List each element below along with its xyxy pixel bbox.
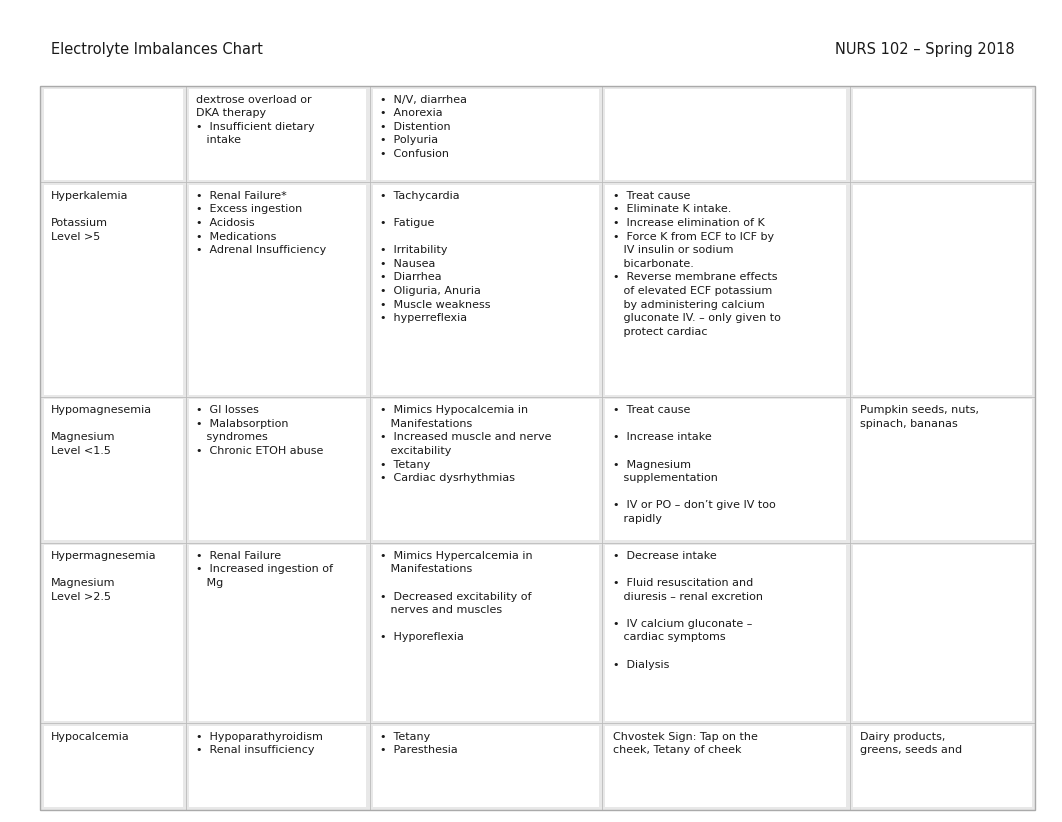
Bar	[189, 399, 366, 540]
Bar	[853, 399, 1032, 540]
Bar	[40, 86, 1035, 810]
Bar	[44, 545, 183, 721]
Text: •  Renal Failure*
•  Excess ingestion
•  Acidosis
•  Medications
•  Adrenal Insu: • Renal Failure* • Excess ingestion • Ac…	[196, 191, 327, 255]
Bar	[853, 185, 1032, 395]
Text: dextrose overload or
DKA therapy
•  Insufficient dietary
   intake: dextrose overload or DKA therapy • Insuf…	[196, 95, 315, 145]
Bar	[373, 726, 599, 807]
Text: •  Tetany
•  Paresthesia: • Tetany • Paresthesia	[380, 732, 458, 755]
Text: •  Treat cause

•  Increase intake

•  Magnesium
   supplementation

•  IV or PO: • Treat cause • Increase intake • Magnes…	[613, 405, 775, 524]
Bar	[40, 86, 1035, 810]
Bar	[373, 545, 599, 721]
Bar	[44, 185, 183, 395]
Text: Chvostek Sign: Tap on the
cheek, Tetany of cheek: Chvostek Sign: Tap on the cheek, Tetany …	[613, 732, 757, 755]
Bar	[605, 726, 846, 807]
Bar	[44, 89, 183, 180]
Bar	[189, 89, 366, 180]
Text: Hypocalcemia: Hypocalcemia	[51, 732, 130, 741]
Bar	[605, 545, 846, 721]
Bar	[189, 545, 366, 721]
Bar	[189, 726, 366, 807]
Bar	[605, 185, 846, 395]
Text: Dairy products,
greens, seeds and: Dairy products, greens, seeds and	[860, 732, 962, 755]
Text: Hyperkalemia

Potassium
Level >5: Hyperkalemia Potassium Level >5	[51, 191, 129, 242]
Bar	[373, 399, 599, 540]
Bar	[189, 185, 366, 395]
Bar	[853, 726, 1032, 807]
Bar	[44, 726, 183, 807]
Text: Pumpkin seeds, nuts,
spinach, bananas: Pumpkin seeds, nuts, spinach, bananas	[860, 405, 979, 429]
Text: Electrolyte Imbalances Chart: Electrolyte Imbalances Chart	[51, 42, 263, 57]
Bar	[853, 545, 1032, 721]
Text: Hypermagnesemia

Magnesium
Level >2.5: Hypermagnesemia Magnesium Level >2.5	[51, 551, 156, 602]
Bar	[605, 399, 846, 540]
Bar	[605, 89, 846, 180]
Text: •  Tachycardia

•  Fatigue

•  Irritability
•  Nausea
•  Diarrhea
•  Oliguria, A: • Tachycardia • Fatigue • Irritability •…	[380, 191, 491, 323]
Text: •  Mimics Hypercalcemia in
   Manifestations

•  Decreased excitability of
   ne: • Mimics Hypercalcemia in Manifestations…	[380, 551, 533, 642]
Text: Hypomagnesemia

Magnesium
Level <1.5: Hypomagnesemia Magnesium Level <1.5	[51, 405, 152, 456]
Text: •  Hypoparathyroidism
•  Renal insufficiency: • Hypoparathyroidism • Renal insufficien…	[196, 732, 323, 755]
Text: •  Renal Failure
•  Increased ingestion of
   Mg: • Renal Failure • Increased ingestion of…	[196, 551, 333, 588]
Text: •  Mimics Hypocalcemia in
   Manifestations
•  Increased muscle and nerve
   exc: • Mimics Hypocalcemia in Manifestations …	[380, 405, 551, 483]
Bar	[853, 89, 1032, 180]
Bar	[44, 399, 183, 540]
Bar	[373, 89, 599, 180]
Text: •  GI losses
•  Malabsorption
   syndromes
•  Chronic ETOH abuse: • GI losses • Malabsorption syndromes • …	[196, 405, 324, 456]
Text: •  Decrease intake

•  Fluid resuscitation and
   diuresis – renal excretion

• : • Decrease intake • Fluid resuscitation …	[613, 551, 763, 670]
Bar	[373, 185, 599, 395]
Text: NURS 102 – Spring 2018: NURS 102 – Spring 2018	[835, 42, 1014, 57]
Text: •  Treat cause
•  Eliminate K intake.
•  Increase elimination of K
•  Force K fr: • Treat cause • Eliminate K intake. • In…	[613, 191, 781, 337]
Text: •  N/V, diarrhea
•  Anorexia
•  Distention
•  Polyuria
•  Confusion: • N/V, diarrhea • Anorexia • Distention …	[380, 95, 467, 159]
